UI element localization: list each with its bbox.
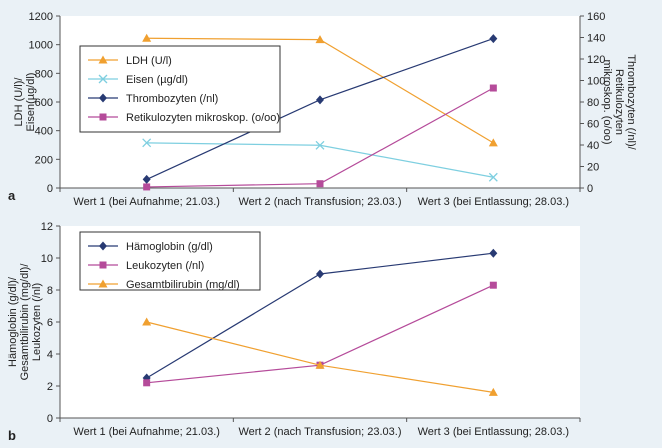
- panel-b: b 0 2 4 6 8 10 12 Wert 1 (bei Aufnahme; 21.03.)…: [7, 221, 581, 443]
- y-tick-label-left: 0: [47, 183, 53, 195]
- x-tick-label: Wert 3 (bei Entlassung; 28.03.): [418, 426, 569, 438]
- y-tick-label-right: 80: [587, 97, 599, 109]
- data-point: [489, 34, 498, 44]
- x-tick-label: Wert 2 (nach Transfusion; 23.03.): [238, 426, 401, 438]
- y-tick-label-right: 20: [587, 162, 599, 174]
- y-tick-label-left: 2: [47, 381, 53, 393]
- x-tick-label: Wert 1 (bei Aufnahme; 21.03.): [73, 426, 220, 438]
- y-tick-label-left: 200: [35, 154, 53, 166]
- y-tick-label-left: 1000: [29, 40, 53, 52]
- data-point: [315, 140, 325, 150]
- y-tick-label-left: 10: [41, 253, 53, 265]
- data-point: [489, 84, 497, 92]
- data-point: [315, 360, 325, 369]
- y-axis-title-left: Hämoglobin (g/dl)/Gesamtbilirubin (mg/dl…: [7, 263, 43, 381]
- x-tick-label: Wert 2 (nach Transfusion; 23.03.): [238, 196, 401, 208]
- data-point: [316, 180, 324, 188]
- data-point: [316, 269, 324, 279]
- legend-marker: [98, 74, 108, 84]
- data-point: [315, 35, 325, 44]
- data-point: [142, 138, 152, 148]
- y-tick-label-right: 40: [587, 140, 599, 152]
- y-axis-title-right: Thrombozyten (/nl)/Retikulozytenmikrosko…: [601, 54, 637, 150]
- panel-a: a 0 200 400 600 800 1000 1200 0 20 40 60 80 100 120 14…: [8, 11, 637, 208]
- panel-label-b: b: [8, 428, 16, 443]
- legend-marker: [99, 241, 107, 251]
- data-point: [316, 95, 324, 105]
- y-tick-label-left: 8: [47, 285, 53, 297]
- legend-marker: [99, 261, 107, 269]
- data-point: [142, 33, 152, 42]
- legend: LDH (U/l) Eisen (µg/dl) Thrombozyten (/nl)…: [79, 45, 281, 133]
- y-tick-label-right: 140: [587, 33, 605, 45]
- y-tick-label-right: 60: [587, 119, 599, 131]
- y-tick-label-right: 160: [587, 11, 605, 23]
- legend-label: Leukozyten (/nl): [126, 260, 204, 272]
- legend-label: LDH (U/l): [126, 55, 172, 67]
- legend: Hämoglobin (g/dl) Leukozyten (/nl) Gesamtb…: [79, 231, 261, 291]
- y-tick-label-right: 100: [587, 76, 605, 88]
- panel-label-a: a: [8, 188, 16, 203]
- y-tick-label-right: 0: [587, 183, 593, 195]
- y-tick-label-left: 1200: [29, 11, 53, 23]
- data-point: [142, 317, 152, 326]
- y-axis-title-left: LDH (U/l)/Eisen(µg/dl): [13, 73, 37, 132]
- y-tick-label-left: 0: [47, 413, 53, 425]
- y-tick-label-left: 400: [35, 126, 53, 138]
- data-point: [488, 387, 498, 396]
- legend-label: Thrombozyten (/nl): [126, 93, 218, 105]
- legend-marker: [98, 55, 108, 64]
- data-point: [143, 379, 151, 387]
- data-point: [142, 174, 151, 184]
- data-point: [489, 281, 497, 289]
- legend-label: Retikulozyten mikroskop. (o/oo): [126, 112, 280, 124]
- data-point: [488, 172, 498, 182]
- data-point: [489, 248, 498, 258]
- legend-label: Gesamtbilirubin (mg/dl): [126, 279, 240, 291]
- y-tick-label-left: 600: [35, 97, 53, 109]
- y-tick-label-left: 12: [41, 221, 53, 233]
- legend-marker: [99, 93, 107, 103]
- legend-label: Hämoglobin (g/dl): [126, 241, 213, 253]
- y-tick-label-right: 120: [587, 54, 605, 66]
- y-tick-label-left: 4: [47, 349, 53, 361]
- data-point: [488, 138, 498, 147]
- y-tick-label-left: 800: [35, 68, 53, 80]
- legend-marker: [98, 279, 108, 288]
- legend-label: Eisen (µg/dl): [126, 74, 188, 86]
- y-tick-label-left: 6: [47, 317, 53, 329]
- x-tick-label: Wert 1 (bei Aufnahme; 21.03.): [73, 196, 220, 208]
- data-point: [143, 183, 151, 191]
- x-tick-label: Wert 3 (bei Entlassung; 28.03.): [418, 196, 569, 208]
- legend-box: [79, 231, 261, 291]
- legend-marker: [99, 113, 107, 121]
